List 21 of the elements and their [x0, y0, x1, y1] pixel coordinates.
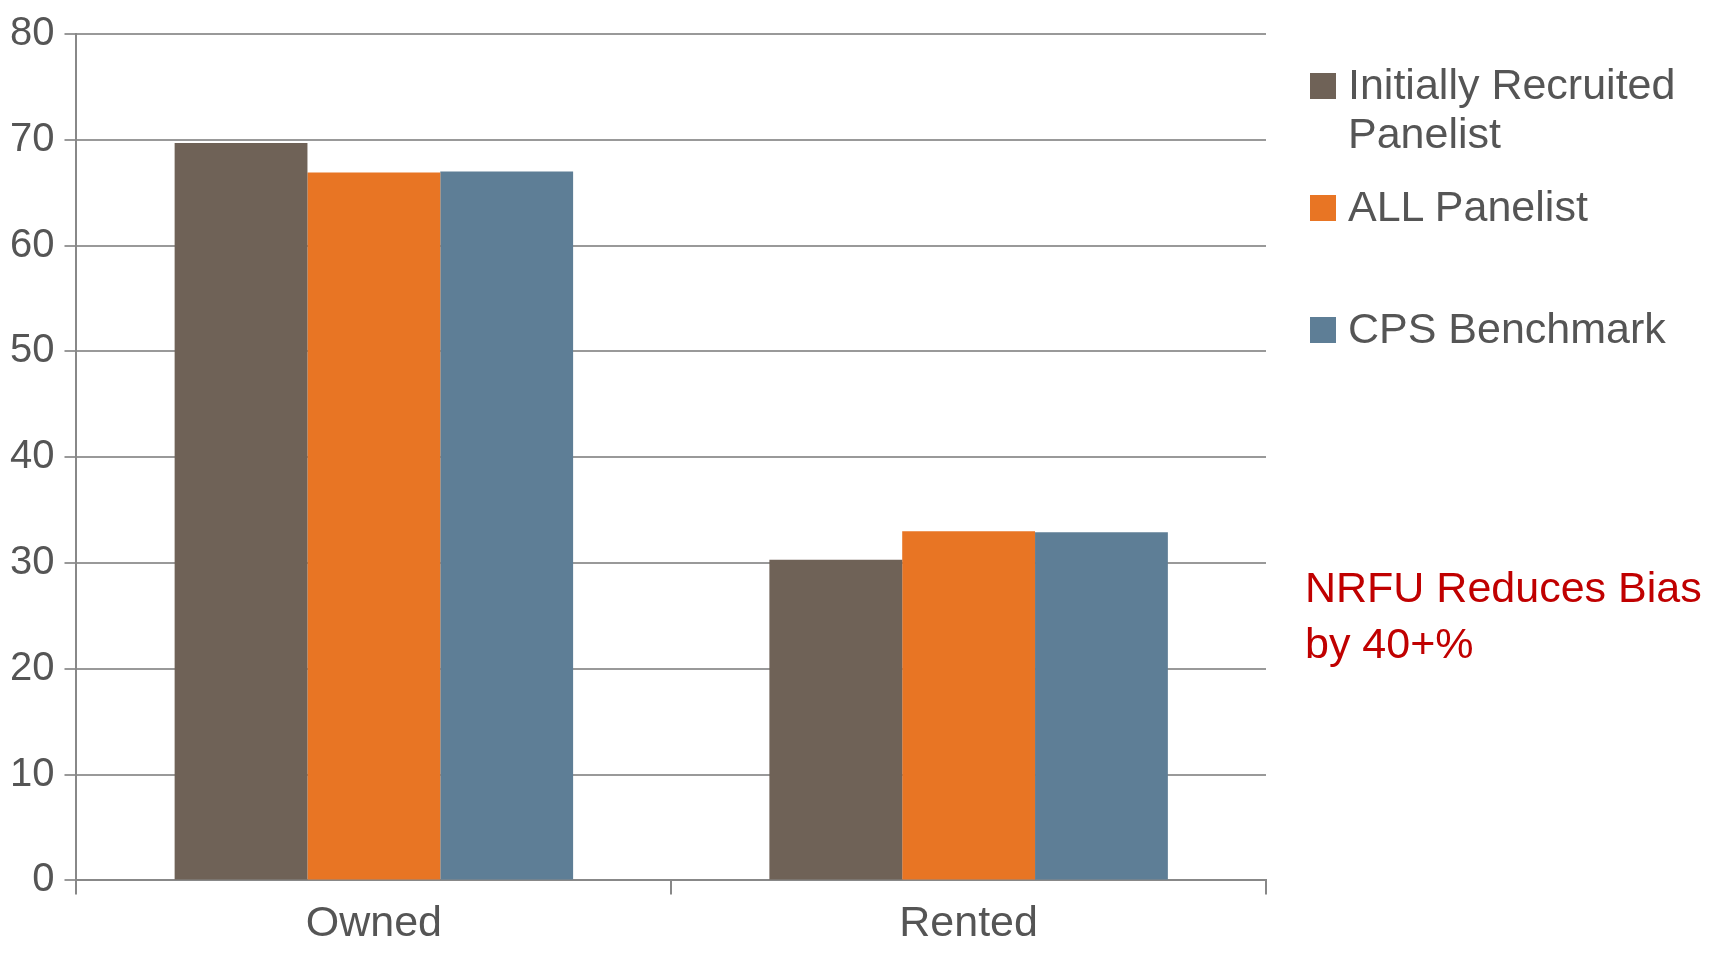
y-tick-label: 70 — [9, 114, 55, 159]
y-tick-label: 20 — [9, 643, 55, 688]
legend-label: ALL Panelist — [1348, 182, 1588, 231]
x-tick-label: Rented — [899, 897, 1038, 946]
y-tick-label: 0 — [32, 855, 55, 900]
bar — [174, 142, 308, 880]
legend-label: CPS Benchmark — [1348, 304, 1666, 353]
y-tick-label: 10 — [9, 749, 55, 794]
bar — [440, 171, 574, 880]
x-tick-label: Owned — [305, 897, 442, 946]
bar — [307, 172, 441, 880]
bar — [1035, 532, 1168, 880]
y-tick-label: 40 — [9, 432, 55, 477]
legend-label: Initially Recruited Panelist — [1348, 60, 1677, 158]
bar — [769, 559, 903, 880]
bar — [902, 531, 1036, 880]
text: NRFU Reduces Bias by 40+% — [1305, 562, 1703, 669]
y-tick-label: 30 — [9, 538, 55, 583]
y-tick-label: 80 — [9, 9, 55, 54]
y-tick-label: 50 — [9, 326, 55, 371]
y-tick-label: 60 — [9, 220, 55, 265]
